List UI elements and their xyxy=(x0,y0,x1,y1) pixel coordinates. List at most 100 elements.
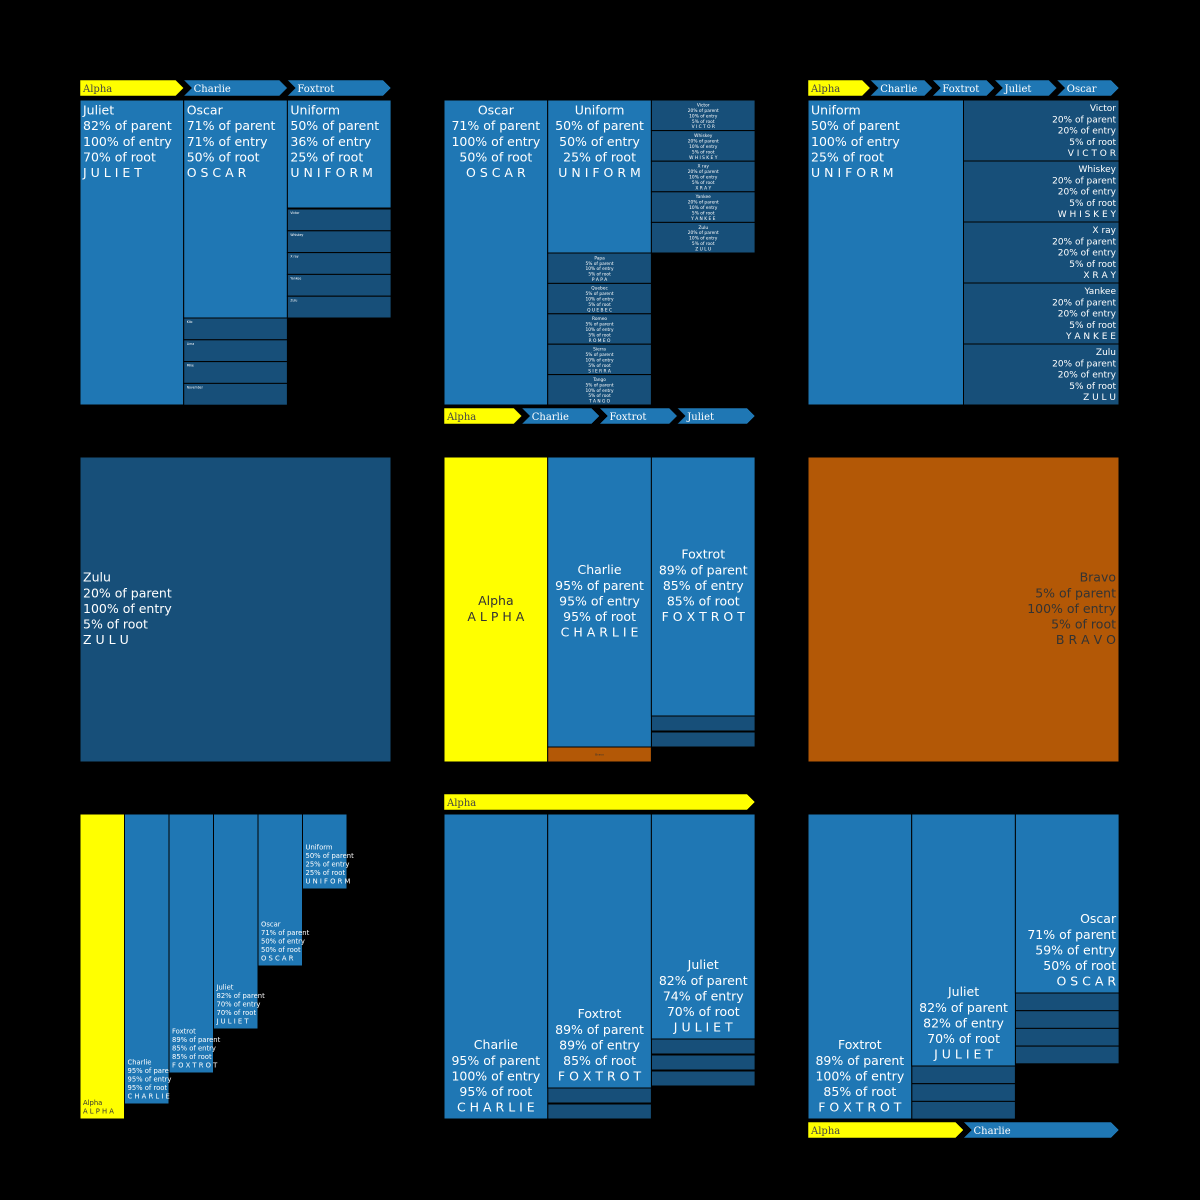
tile-rect[interactable] xyxy=(183,339,288,363)
tile-rect[interactable] xyxy=(286,273,392,297)
tile-rect[interactable] xyxy=(547,374,652,406)
tile-rect[interactable] xyxy=(1014,813,1120,994)
breadcrumb-item-juliet[interactable] xyxy=(676,407,756,425)
breadcrumb-item-foxtrot[interactable] xyxy=(286,79,392,97)
tile-rect[interactable] xyxy=(963,282,1120,345)
tile-rect[interactable] xyxy=(286,252,392,275)
tile-rect[interactable] xyxy=(286,99,392,209)
tile-rect[interactable] xyxy=(650,191,756,223)
tile-kilo[interactable]: Kilo xyxy=(183,317,288,341)
tile-rect[interactable] xyxy=(547,99,652,254)
tile-november[interactable]: November xyxy=(183,382,288,406)
tile-rect[interactable] xyxy=(443,456,549,763)
tile-rect[interactable] xyxy=(963,99,1120,162)
treemap-subtile[interactable] xyxy=(1014,992,1120,1012)
treemap-subtile[interactable] xyxy=(911,1065,1016,1085)
tile-rect[interactable] xyxy=(650,130,756,162)
tile-rect[interactable] xyxy=(302,813,348,890)
treemap-subtile[interactable] xyxy=(650,1070,756,1087)
tile-rect[interactable] xyxy=(650,456,756,717)
breadcrumb-item-charlie[interactable] xyxy=(521,407,600,425)
treemap-subtile[interactable] xyxy=(911,1083,1016,1102)
tile-rect[interactable] xyxy=(547,456,652,748)
breadcrumb-item-foxtrot[interactable] xyxy=(598,407,678,425)
tile-rect[interactable] xyxy=(963,221,1120,284)
tile-rect[interactable] xyxy=(183,317,288,341)
tile-rect[interactable] xyxy=(183,361,288,384)
breadcrumb-item-oscar[interactable] xyxy=(1056,79,1120,97)
tile-rect[interactable] xyxy=(650,813,756,1040)
breadcrumb-item-alpha[interactable] xyxy=(79,79,185,97)
tile-yankee[interactable]: Yankee xyxy=(286,273,392,297)
breadcrumb-item-alpha[interactable] xyxy=(807,79,871,97)
tile-rect[interactable] xyxy=(286,208,392,232)
tile-rect[interactable] xyxy=(807,99,964,406)
treemap-subtile[interactable] xyxy=(1014,1010,1120,1029)
treemap-subtile[interactable] xyxy=(911,1100,1016,1120)
tile-bravo[interactable]: Bravo xyxy=(547,746,652,763)
breadcrumb-item-charlie[interactable] xyxy=(962,1121,1120,1139)
breadcrumb-item-alpha[interactable] xyxy=(807,1121,964,1139)
treemap-subtile[interactable] xyxy=(547,1087,652,1104)
tile-x-ray[interactable]: X ray xyxy=(286,252,392,275)
tile-victor[interactable]: Victor xyxy=(286,208,392,232)
tile-lima[interactable]: Lima xyxy=(183,339,288,363)
tile-rect[interactable] xyxy=(257,813,303,967)
breadcrumb-item-foxtrot[interactable] xyxy=(931,79,995,97)
treemap-subtile[interactable] xyxy=(650,715,756,732)
tile-rect[interactable] xyxy=(807,813,913,1120)
tile-rect[interactable] xyxy=(963,343,1120,406)
breadcrumb-item-alpha[interactable] xyxy=(443,793,756,811)
tile-rect[interactable] xyxy=(650,99,756,132)
treemap-subtile[interactable] xyxy=(547,1103,652,1120)
breadcrumb-item-charlie[interactable] xyxy=(183,79,288,97)
tile-whiskey[interactable]: Whiskey xyxy=(286,230,392,254)
tile-rect[interactable] xyxy=(168,813,214,1074)
breadcrumb-item-charlie[interactable] xyxy=(869,79,933,97)
tile-rect[interactable] xyxy=(547,282,652,315)
tile-rect[interactable] xyxy=(547,746,652,763)
tile-rect[interactable] xyxy=(79,456,392,763)
tile-rect[interactable] xyxy=(911,813,1016,1067)
tile-rect[interactable] xyxy=(183,99,288,319)
tile-rect[interactable] xyxy=(286,295,392,319)
tile-rect[interactable] xyxy=(650,160,756,193)
tile-rect[interactable] xyxy=(443,813,549,1120)
breadcrumb-item-juliet[interactable] xyxy=(993,79,1058,97)
tile-rect[interactable] xyxy=(124,813,170,1105)
breadcrumb-item-alpha[interactable] xyxy=(443,407,523,425)
treemap-subtile[interactable] xyxy=(650,731,756,748)
treemap-subtile[interactable] xyxy=(650,1038,756,1055)
treemap-subtile[interactable] xyxy=(1014,1045,1120,1065)
tile-rect[interactable] xyxy=(963,160,1120,223)
tile-rect[interactable] xyxy=(79,813,125,1120)
